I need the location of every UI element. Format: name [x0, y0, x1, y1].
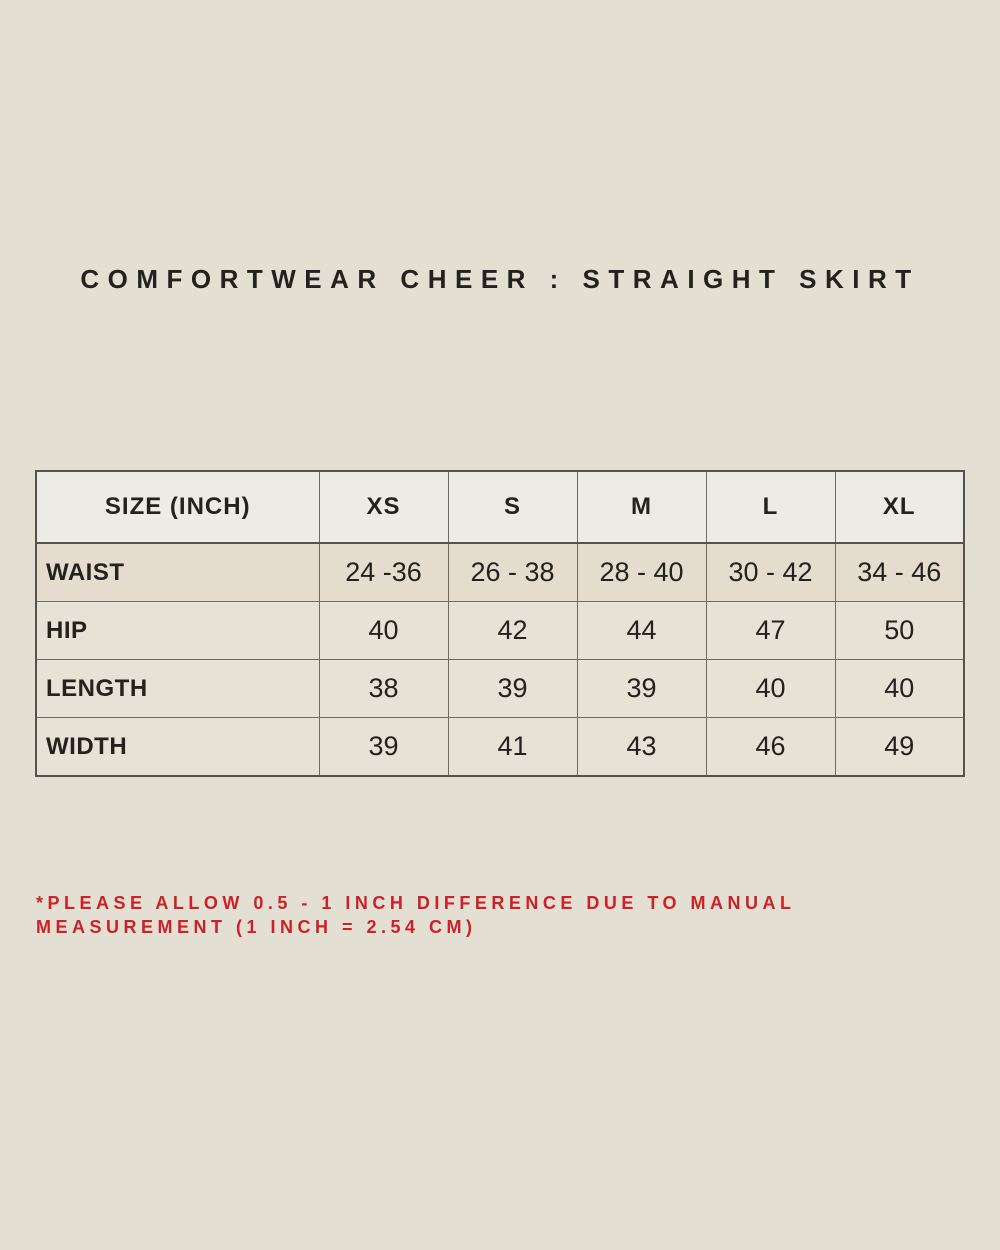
length-value-xl: 40: [834, 659, 965, 718]
hip-value-m: 44: [576, 601, 707, 660]
table-row-length: LENGTH 38 39 39 40 40: [35, 659, 965, 718]
size-chart-table: SIZE (INCH) XS S M L XL WAIST 24 -36 26 …: [35, 470, 965, 777]
hip-value-s: 42: [447, 601, 578, 660]
row-label-hip: HIP: [35, 601, 320, 660]
column-header-xs: XS: [318, 470, 449, 544]
waist-value-l: 30 - 42: [705, 542, 836, 602]
width-value-xs: 39: [318, 717, 449, 777]
length-value-m: 39: [576, 659, 707, 718]
length-value-l: 40: [705, 659, 836, 718]
header-row: SIZE (INCH) XS S M L XL: [35, 470, 965, 544]
hip-value-xs: 40: [318, 601, 449, 660]
length-value-xs: 38: [318, 659, 449, 718]
column-header-m: M: [576, 470, 707, 544]
width-value-l: 46: [705, 717, 836, 777]
table-row-width: WIDTH 39 41 43 46 49: [35, 717, 965, 777]
column-header-s: S: [447, 470, 578, 544]
column-header-xl: XL: [834, 470, 965, 544]
hip-value-l: 47: [705, 601, 836, 660]
length-value-s: 39: [447, 659, 578, 718]
table-row-hip: HIP 40 42 44 47 50: [35, 601, 965, 660]
waist-value-s: 26 - 38: [447, 542, 578, 602]
hip-value-xl: 50: [834, 601, 965, 660]
width-value-m: 43: [576, 717, 707, 777]
waist-value-xs: 24 -36: [318, 542, 449, 602]
row-label-width: WIDTH: [35, 717, 320, 777]
waist-value-xl: 34 - 46: [834, 542, 965, 602]
width-value-xl: 49: [834, 717, 965, 777]
measurement-note-line-1: *PLEASE ALLOW 0.5 - 1 INCH DIFFERENCE DU…: [36, 893, 796, 913]
measurement-note: *PLEASE ALLOW 0.5 - 1 INCH DIFFERENCE DU…: [36, 891, 796, 939]
waist-value-m: 28 - 40: [576, 542, 707, 602]
table-row-waist: WAIST 24 -36 26 - 38 28 - 40 30 - 42 34 …: [35, 542, 965, 602]
page-title: COMFORTWEAR CHEER : STRAIGHT SKIRT: [80, 264, 920, 294]
row-label-waist: WAIST: [35, 542, 320, 602]
width-value-s: 41: [447, 717, 578, 777]
row-label-length: LENGTH: [35, 659, 320, 718]
column-header-l: L: [705, 470, 836, 544]
measurement-note-line-2: MEASUREMENT (1 INCH = 2.54 CM): [36, 917, 477, 937]
column-header-size-inch: SIZE (INCH): [35, 470, 320, 544]
